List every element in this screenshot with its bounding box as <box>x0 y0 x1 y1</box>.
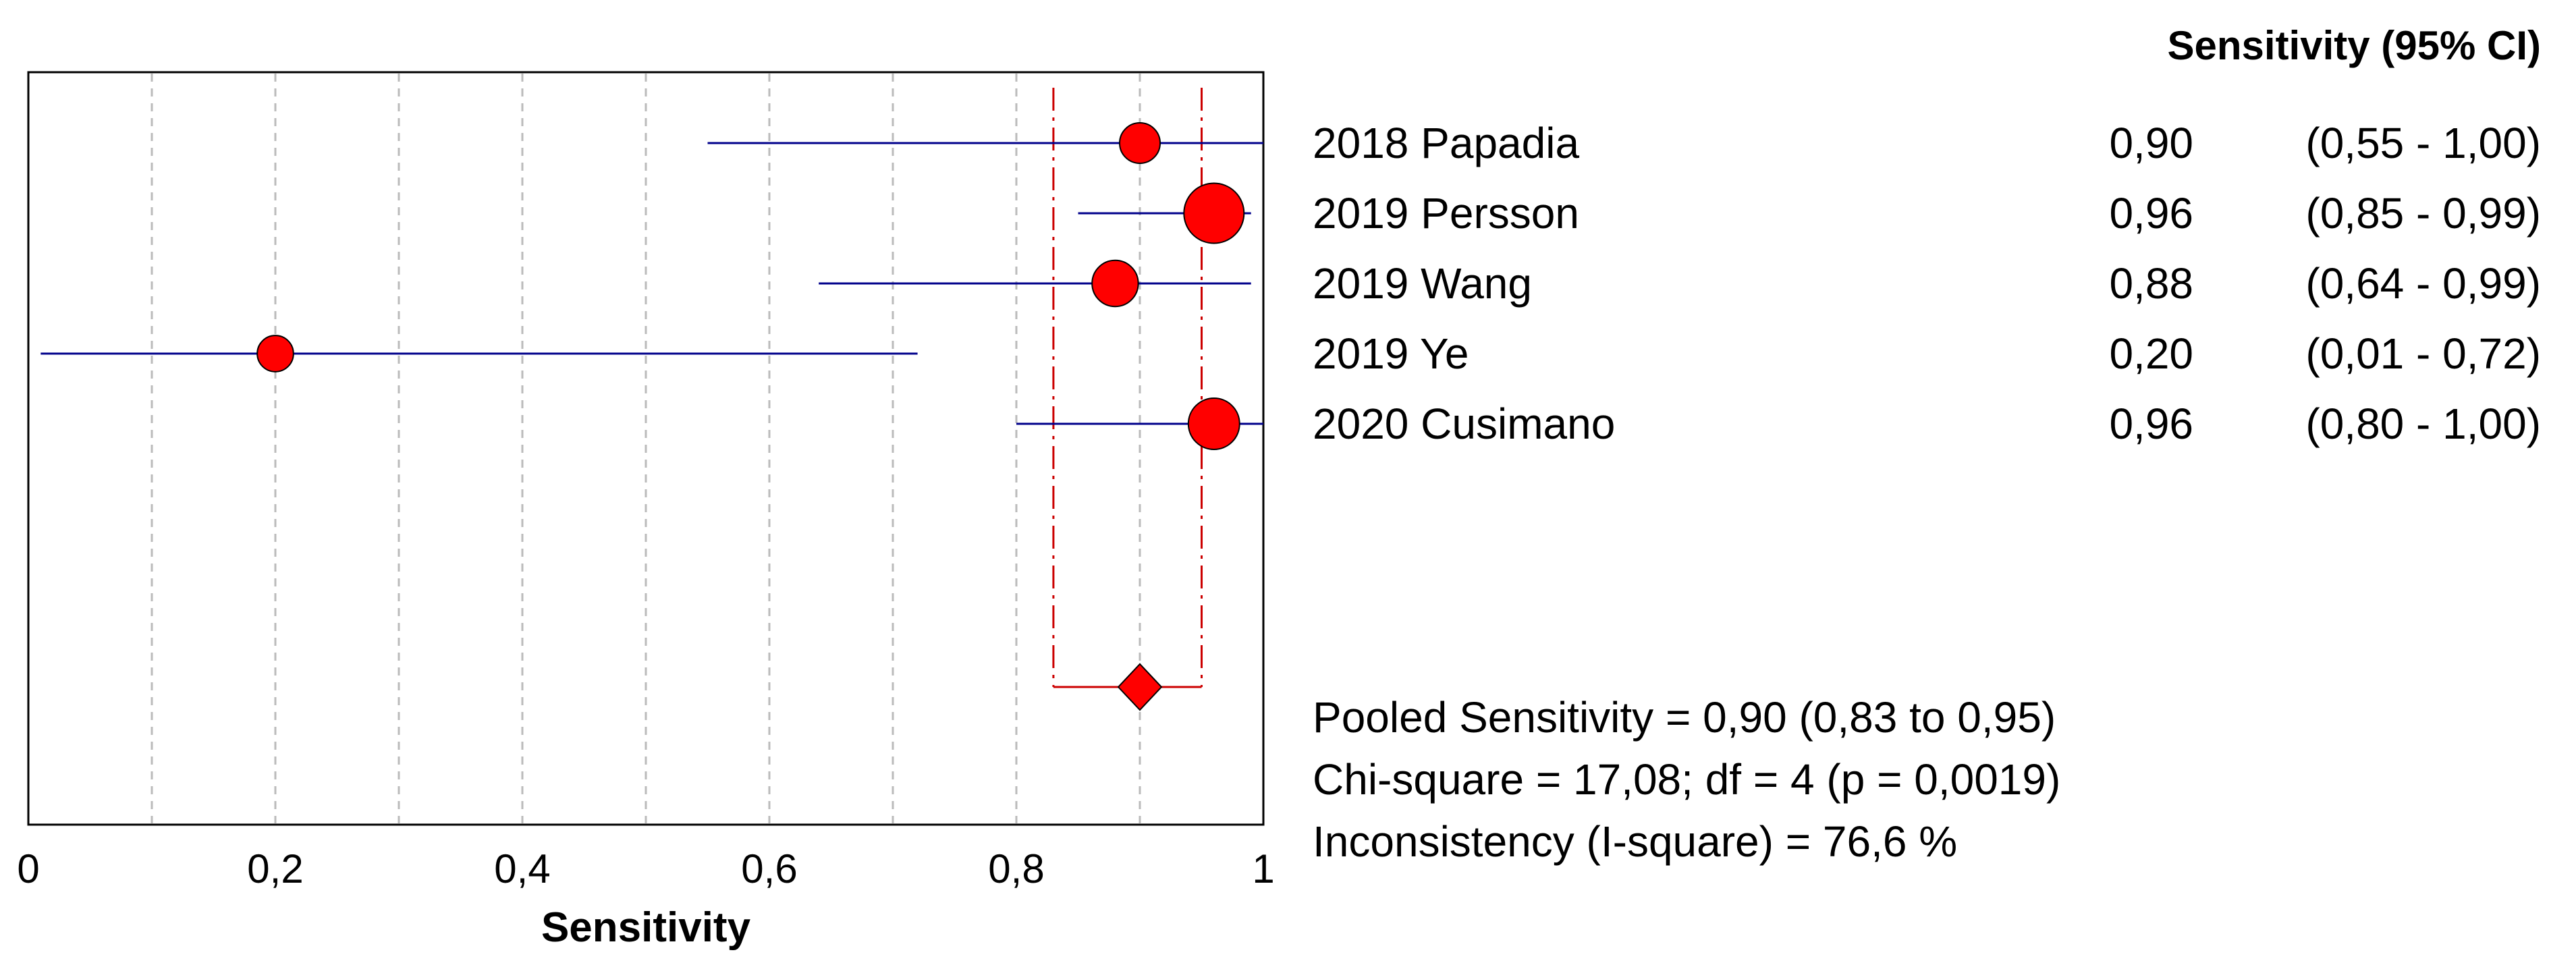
summary-line: Inconsistency (I-square) = 76,6 % <box>1313 817 1957 866</box>
x-tick-label: 0 <box>17 846 39 891</box>
x-tick-label: 0,6 <box>741 846 797 891</box>
pooled-diamond <box>1117 663 1163 711</box>
study-ci: (0,64 - 0,99) <box>2305 259 2541 308</box>
study-label: 2019 Persson <box>1313 189 1579 238</box>
x-axis-ticks: 0 0,2 0,4 0,6 0,8 1 <box>17 846 1274 891</box>
x-tick-label: 1 <box>1252 846 1274 891</box>
study-table: 2018 Papadia 0,90 (0,55 - 1,00) 2019 Persso… <box>1313 119 2541 448</box>
study-point <box>256 335 294 373</box>
study-estimate: 0,20 <box>2109 329 2193 378</box>
study-label: 2018 Papadia <box>1313 119 1579 167</box>
study-ci: (0,01 - 0,72) <box>2305 329 2541 378</box>
study-point <box>1091 259 1139 308</box>
study-ci: (0,80 - 1,00) <box>2305 400 2541 448</box>
study-estimate: 0,90 <box>2109 119 2193 167</box>
x-tick-label: 0,8 <box>988 846 1044 891</box>
summary-line: Pooled Sensitivity = 0,90 (0,83 to 0,95) <box>1313 693 2056 742</box>
study-estimate: 0,96 <box>2109 400 2193 448</box>
x-tick-label: 0,4 <box>494 846 550 891</box>
column-header: Sensitivity (95% CI) <box>2167 23 2541 68</box>
study-estimate: 0,96 <box>2109 189 2193 238</box>
summary-statistics: Pooled Sensitivity = 0,90 (0,83 to 0,95)… <box>1313 693 2060 866</box>
study-point <box>1187 397 1240 450</box>
study-label: 2019 Ye <box>1313 329 1469 378</box>
study-estimate: 0,88 <box>2109 259 2193 308</box>
summary-line: Chi-square = 17,08; df = 4 (p = 0,0019) <box>1313 755 2060 804</box>
study-marks <box>40 122 1263 450</box>
study-label: 2020 Cusimano <box>1313 400 1615 448</box>
study-point <box>1183 182 1245 244</box>
x-tick-label: 0,2 <box>247 846 303 891</box>
study-label: 2019 Wang <box>1313 259 1532 308</box>
study-ci: (0,55 - 1,00) <box>2305 119 2541 167</box>
study-ci: (0,85 - 0,99) <box>2305 189 2541 238</box>
x-axis-title: Sensitivity <box>541 904 751 951</box>
study-point <box>1119 122 1161 164</box>
